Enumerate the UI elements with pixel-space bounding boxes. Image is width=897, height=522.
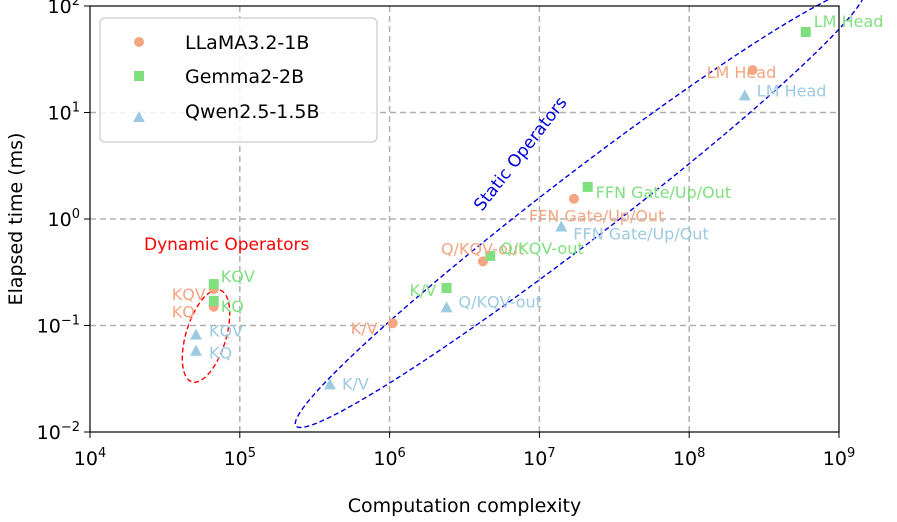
point-label: LM Head (707, 63, 777, 82)
axis-ticks: 104 105 106 107 108 109 10−2 10−1 100 101 102 (37, 0, 856, 470)
point-label: FFN Gate/Up/Out (529, 207, 664, 226)
x-tick-label: 108 (673, 446, 705, 470)
point-triangle (555, 220, 568, 232)
legend-marker-llama (134, 37, 144, 47)
legend-marker-gemma (134, 71, 144, 81)
point-label: KQV (172, 285, 206, 304)
legend-label-gemma: Gemma2-2B (185, 66, 304, 88)
point-label: Q/KQV-out (459, 292, 542, 311)
point-triangle (323, 378, 336, 390)
point-label: K/V (342, 374, 369, 393)
y-tick-label: 100 (48, 207, 80, 231)
cluster-ellipses (181, 0, 866, 429)
point-label: FFN Gate/Up/Out (596, 183, 731, 202)
static-operators-label: Static Operators (470, 93, 571, 215)
x-tick-label: 109 (823, 446, 855, 470)
point-square (800, 26, 811, 37)
point-label: Q/KQV-out (441, 239, 524, 258)
legend-label-qwen: Qwen2.5-1.5B (185, 101, 320, 123)
y-axis-label: Elapsed time (ms) (5, 133, 27, 306)
point-label: K/V (410, 281, 437, 300)
point-square (485, 250, 496, 261)
point-square (582, 181, 593, 192)
x-tick-label: 104 (74, 446, 106, 470)
point-label: KQ (172, 303, 195, 322)
legend-label-llama: LLaMA3.2-1B (185, 32, 309, 54)
point-label: KQV (221, 267, 255, 286)
point-square (441, 282, 452, 293)
x-tick-label: 105 (224, 446, 256, 470)
legend: LLaMA3.2-1B Gemma2-2B Qwen2.5-1.5B (99, 17, 378, 143)
point-triangle (189, 328, 202, 340)
y-tick-label: 10−1 (37, 314, 80, 338)
point-label: LM Head (757, 81, 827, 100)
point-square (208, 295, 219, 306)
point-circle (387, 318, 398, 329)
dynamic-operators-label: Dynamic Operators (144, 235, 309, 255)
point-triangle (189, 344, 202, 356)
point-triangle (738, 89, 751, 101)
legend-box (99, 17, 378, 143)
data-points (189, 26, 811, 390)
point-label: LM Head (814, 12, 884, 31)
y-tick-label: 102 (48, 0, 80, 18)
point-square (208, 279, 219, 290)
point-label: KQV (209, 322, 243, 341)
y-tick-label: 101 (48, 101, 80, 125)
static-operators-ellipse (294, 0, 866, 429)
point-label: Q/KQV-out (500, 239, 583, 258)
point-label: FFN Gate/Up/Out (573, 225, 708, 244)
x-tick-label: 106 (373, 446, 405, 470)
x-tick-label: 107 (523, 446, 555, 470)
dynamic-operators-ellipse (181, 289, 231, 383)
point-circle (568, 193, 579, 204)
point-circle (747, 65, 758, 76)
legend-marker-qwen (133, 111, 145, 122)
point-label: KQ (209, 344, 232, 363)
point-label: K/V (351, 319, 378, 338)
x-axis-label: Computation complexity (348, 495, 582, 517)
point-triangle (440, 301, 453, 313)
point-label: KQ (221, 297, 244, 316)
y-tick-label: 10−2 (37, 420, 80, 444)
